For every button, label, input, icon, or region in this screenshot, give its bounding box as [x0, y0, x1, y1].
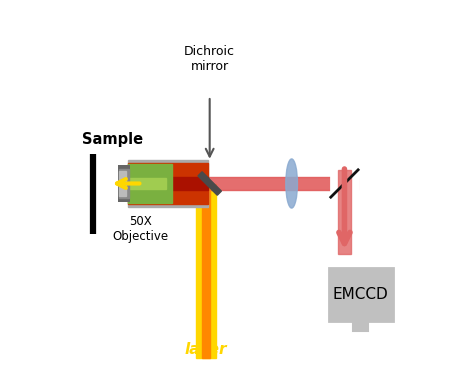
Ellipse shape [286, 159, 298, 208]
Bar [118, 166, 129, 201]
Text: Sample: Sample [82, 132, 143, 147]
Bar [331, 170, 358, 197]
Text: 50X
Objective: 50X Objective [112, 215, 169, 243]
Bar [206, 177, 358, 190]
Polygon shape [198, 172, 221, 195]
Bar [202, 184, 210, 358]
Bar [128, 178, 165, 189]
Bar [118, 169, 129, 198]
Bar [122, 177, 206, 190]
Bar [353, 321, 368, 331]
Text: Dichroic
mirror: Dichroic mirror [184, 45, 235, 73]
Text: laser: laser [185, 342, 228, 356]
Bar [196, 184, 216, 358]
Bar [128, 164, 173, 203]
Bar [119, 171, 126, 196]
Bar [337, 170, 351, 254]
Text: EMCCD: EMCCD [333, 287, 389, 302]
Bar [128, 163, 208, 204]
Bar [128, 177, 208, 190]
Bar [329, 268, 392, 321]
Bar [128, 160, 208, 207]
